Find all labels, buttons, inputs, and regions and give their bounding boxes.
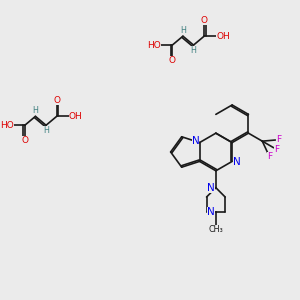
Text: O: O — [201, 16, 208, 25]
Text: H: H — [43, 126, 49, 135]
Text: F: F — [274, 145, 279, 154]
Text: N: N — [192, 136, 200, 146]
Text: N: N — [207, 183, 215, 193]
Text: HO: HO — [148, 40, 161, 50]
Text: H: H — [190, 46, 196, 55]
Text: H: H — [32, 106, 38, 116]
Text: O: O — [21, 136, 28, 145]
Text: F: F — [276, 135, 281, 144]
Text: N: N — [233, 158, 241, 167]
Text: O: O — [53, 96, 60, 105]
Text: CH₃: CH₃ — [208, 225, 223, 234]
Text: OH: OH — [69, 112, 82, 121]
Text: HO: HO — [0, 121, 14, 130]
Text: N: N — [207, 207, 215, 217]
Text: OH: OH — [216, 32, 230, 41]
Text: O: O — [169, 56, 176, 64]
Text: H: H — [180, 26, 186, 35]
Text: F: F — [267, 152, 272, 161]
